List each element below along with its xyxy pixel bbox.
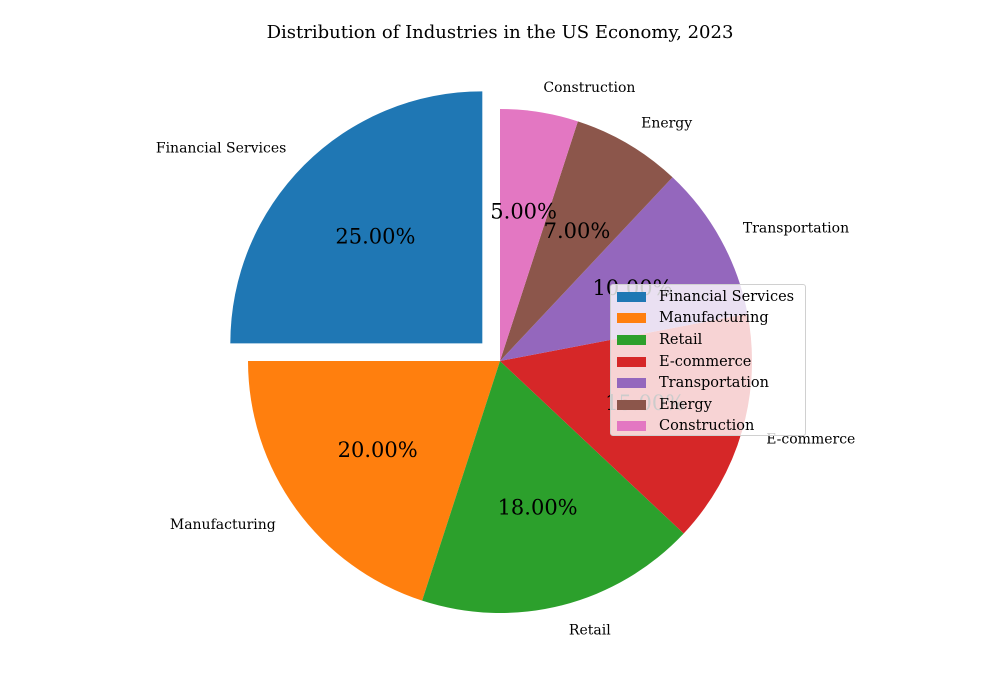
percent-label-financial-services: 25.00% [335,224,415,248]
percent-label-retail: 18.00% [498,495,578,519]
legend-label: Financial Services [659,288,795,305]
legend-item-financial-services: Financial Services [617,286,799,308]
legend-item-construction: Construction [617,416,799,438]
legend-item-transportation: Transportation [617,372,799,394]
legend-label: E-commerce [659,353,752,370]
slice-label-construction: Construction [543,80,635,96]
pie-slice-manufacturing [248,361,500,601]
legend-item-retail: Retail [617,329,799,351]
percent-label-manufacturing: 20.00% [338,438,418,462]
slice-label-retail: Retail [569,622,611,638]
legend-label: Construction [659,418,755,435]
legend-label: Manufacturing [659,310,769,327]
slice-label-manufacturing: Manufacturing [170,517,276,533]
slice-label-energy: Energy [641,115,692,131]
legend-swatch [617,421,646,432]
slice-label-financial-services: Financial Services [156,140,286,156]
pie-slice-retail [422,361,684,613]
legend-item-e-commerce: E-commerce [617,351,799,373]
legend-swatch [617,399,646,410]
legend: Financial Services Manufacturing Retail E-c… [610,284,806,436]
legend-label: Retail [659,331,703,348]
slice-name-labels: Financial Services Manufacturing Retail E-c… [156,80,855,638]
legend-swatch [617,334,646,345]
legend-item-energy: Energy [617,394,799,416]
pie-slice-energy [500,121,673,361]
pie-slice-financial-services [230,91,483,344]
legend-swatch [617,356,646,367]
legend-item-manufacturing: Manufacturing [617,308,799,330]
chart-title: Distribution of Industries in the US Eco… [267,22,734,43]
percent-label-construction: 5.00% [490,200,557,224]
legend-swatch [617,313,646,324]
pie-slice-construction [500,109,578,361]
legend-label: Energy [659,396,712,413]
percent-label-energy: 7.00% [544,219,611,243]
legend-swatch [617,378,646,389]
slice-label-transportation: Transportation [743,220,849,236]
legend-label: Transportation [659,375,769,392]
legend-swatch [617,291,646,302]
